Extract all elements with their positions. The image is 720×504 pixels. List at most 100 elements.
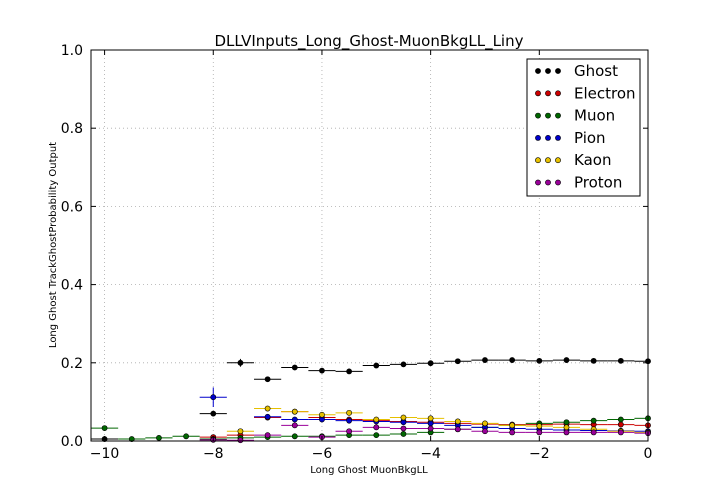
- data-point: [400, 414, 407, 421]
- x-tick-label: −6: [312, 446, 333, 462]
- x-tick-label: 0: [644, 446, 653, 462]
- legend-item-electron: Electron: [535, 84, 636, 102]
- data-point: [563, 357, 570, 363]
- data-point: [482, 428, 488, 435]
- data-point: [291, 422, 298, 429]
- x-tick-label: −4: [420, 446, 441, 462]
- data-point: [183, 433, 189, 440]
- legend-marker: [535, 112, 541, 119]
- data-point: [291, 364, 298, 371]
- x-tick-label: −8: [203, 446, 224, 462]
- legend-label: Muon: [574, 107, 615, 125]
- x-tick-label: −2: [529, 446, 550, 462]
- y-tick-label: 1.0: [61, 43, 83, 59]
- data-point: [291, 433, 298, 440]
- x-axis-label: Long Ghost MuonBkgLL: [310, 465, 428, 476]
- data-point: [373, 432, 380, 439]
- data-point: [400, 361, 407, 368]
- legend-marker: [555, 68, 561, 74]
- legend-marker: [545, 134, 551, 141]
- data-point: [319, 367, 325, 374]
- legend-item-muon: Muon: [535, 107, 615, 125]
- data-point: [128, 436, 135, 442]
- legend-marker: [555, 157, 561, 164]
- data-point: [617, 421, 624, 428]
- data-point: [400, 431, 407, 437]
- data-point: [264, 376, 271, 383]
- data-point: [373, 424, 380, 431]
- legend-marker: [545, 90, 551, 97]
- data-point: [563, 424, 570, 431]
- data-point: [427, 415, 434, 422]
- data-point: [291, 408, 298, 415]
- data-point: [536, 423, 543, 430]
- legend-item-pion: Pion: [535, 129, 606, 147]
- plot-frame: [90, 49, 649, 442]
- legend-item-proton: Proton: [535, 174, 622, 192]
- ticks: −10 −8 −6 −4 −2 0 0.0 0.2 0.4 0.6 0.8 1.0: [61, 43, 653, 462]
- data-point: [427, 420, 434, 427]
- chart-title: DLLVInputs_Long_Ghost-MuonBkgLL_Liny: [214, 32, 523, 51]
- data-point: [156, 434, 162, 441]
- y-tick-label: 0.4: [61, 278, 83, 294]
- data-point: [346, 409, 353, 416]
- data-point: [210, 410, 217, 417]
- data-point: [617, 416, 624, 423]
- data-point: [373, 416, 380, 423]
- legend-marker: [545, 112, 551, 119]
- series-kaon: [226, 405, 651, 436]
- legend-item-kaon: Kaon: [535, 151, 611, 169]
- data-point: [346, 368, 353, 375]
- legend-marker: [555, 90, 561, 97]
- data-point: [509, 429, 516, 436]
- data-point: [237, 437, 244, 444]
- legend-marker: [535, 134, 541, 141]
- legend-marker: [545, 179, 551, 186]
- y-axis-label: Long Ghost TrackGhostProbability Output: [48, 142, 59, 348]
- legend-label: Proton: [574, 174, 622, 192]
- data-point: [427, 360, 434, 367]
- y-tick-label: 0.2: [61, 356, 83, 372]
- data-point: [373, 362, 380, 369]
- legend-box: [526, 58, 641, 197]
- legend-marker: [535, 157, 541, 164]
- data-point: [454, 358, 461, 365]
- legend-label: Ghost: [574, 62, 618, 80]
- series-ghost: [91, 357, 651, 442]
- data-point: [264, 405, 271, 412]
- series-proton: [199, 422, 651, 444]
- data-layer: [91, 357, 651, 444]
- legend-marker: [545, 157, 551, 164]
- data-point: [536, 429, 543, 436]
- data-point: [101, 425, 108, 431]
- data-point: [319, 411, 325, 418]
- y-tick-label: 0.8: [61, 121, 83, 137]
- data-point: [237, 359, 244, 366]
- data-point: [291, 416, 298, 423]
- data-point: [590, 429, 597, 436]
- legend-marker: [555, 179, 561, 186]
- x-tick-label: −10: [90, 446, 120, 462]
- y-tick-label: 0.0: [61, 434, 83, 450]
- data-point: [264, 413, 271, 420]
- data-point: [210, 394, 217, 401]
- legend-marker: [555, 134, 561, 141]
- data-point: [617, 429, 624, 436]
- data-point: [590, 357, 597, 364]
- data-point: [346, 428, 353, 435]
- legend-marker: [545, 68, 551, 74]
- data-point: [482, 357, 488, 363]
- data-point: [509, 422, 516, 429]
- legend: Ghost Electron Muon Pion Kaon Proton: [526, 58, 641, 197]
- data-point: [400, 425, 407, 432]
- data-point: [427, 425, 434, 432]
- data-point: [563, 429, 570, 436]
- data-point: [454, 426, 461, 433]
- legend-label: Electron: [574, 84, 636, 102]
- data-point: [482, 420, 488, 427]
- legend-item-ghost: Ghost: [535, 62, 618, 80]
- data-point: [536, 357, 543, 364]
- legend-marker: [535, 90, 541, 97]
- data-point: [346, 417, 353, 424]
